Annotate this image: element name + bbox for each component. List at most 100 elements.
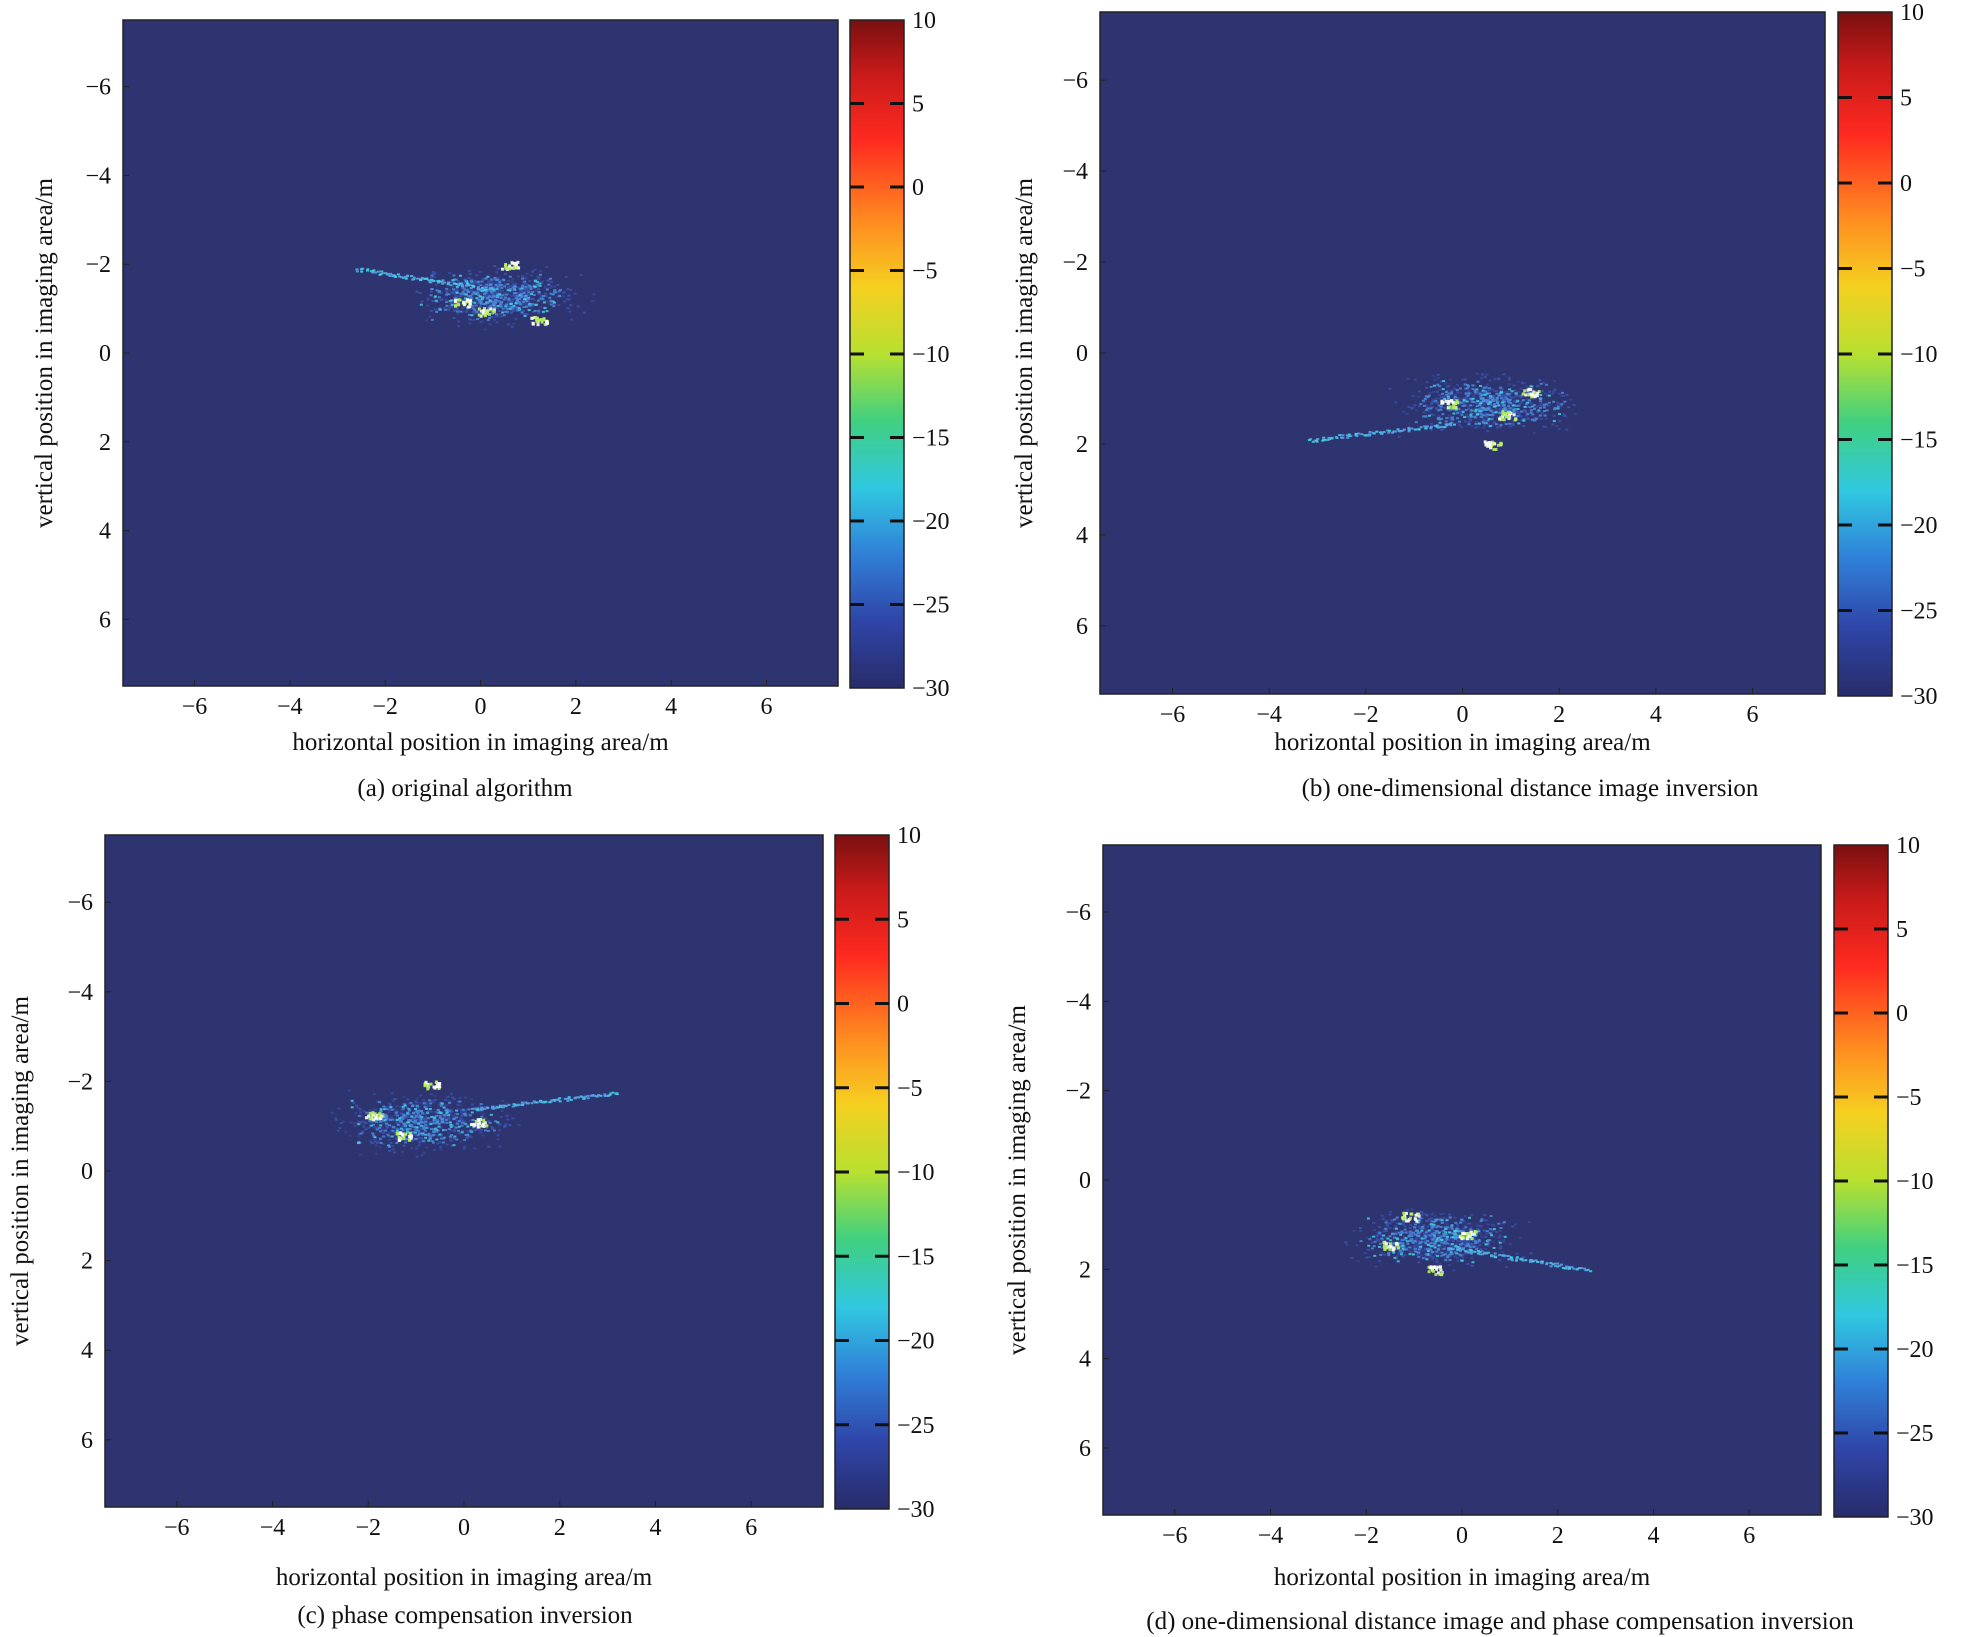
streak-pixel xyxy=(1349,435,1353,438)
scatter-pixel xyxy=(518,302,522,305)
scatter-pixel xyxy=(1520,419,1524,422)
target-signature xyxy=(1307,372,1577,452)
hotspot-pixel xyxy=(404,1132,408,1136)
streak-pixel xyxy=(466,283,470,286)
scatter-pixel xyxy=(425,1125,429,1128)
scatter-pixel xyxy=(482,294,486,297)
scatter-pixel xyxy=(510,307,514,310)
scatter-pixel xyxy=(1443,1217,1447,1220)
scatter-pixel xyxy=(1461,410,1465,413)
scatter-pixel xyxy=(361,1131,365,1134)
colorbar-tick-label: 10 xyxy=(912,8,936,34)
scatter-pixel xyxy=(479,1103,483,1106)
scatter-pixel xyxy=(1446,1256,1450,1259)
scatter-pixel xyxy=(387,1144,391,1147)
hotspot-pixel xyxy=(1438,1272,1442,1276)
streak-pixel xyxy=(1449,422,1453,425)
scatter-pixel xyxy=(1468,1246,1472,1249)
scatter-pixel xyxy=(487,1120,491,1123)
hotspot-pixel xyxy=(1455,399,1459,403)
scatter-pixel xyxy=(1469,404,1473,407)
streak-pixel xyxy=(1429,425,1433,428)
scatter-pixel xyxy=(1552,390,1556,393)
scatter-pixel xyxy=(1453,1251,1457,1254)
scatter-pixel xyxy=(1562,414,1566,417)
scatter-pixel xyxy=(1465,1241,1469,1244)
scatter-pixel xyxy=(483,304,487,307)
scatter-pixel xyxy=(1441,392,1445,395)
hotspot-pixel xyxy=(514,264,518,268)
scatter-pixel xyxy=(1538,414,1542,417)
scatter-pixel xyxy=(371,1132,375,1135)
scatter-pixel xyxy=(448,1101,452,1104)
scatter-pixel xyxy=(522,309,526,312)
scatter-pixel xyxy=(378,1139,382,1142)
scatter-pixel xyxy=(1565,393,1569,396)
scatter-pixel xyxy=(1480,392,1484,395)
scatter-pixel xyxy=(1474,1240,1478,1243)
scatter-pixel xyxy=(445,1103,449,1106)
scatter-pixel xyxy=(579,274,583,277)
scatter-pixel xyxy=(1424,395,1428,398)
scatter-pixel xyxy=(1516,380,1520,383)
scatter-pixel xyxy=(533,281,537,284)
streak-pixel xyxy=(393,274,397,277)
scatter-pixel xyxy=(445,304,449,307)
scatter-pixel xyxy=(433,1098,437,1101)
scatter-pixel xyxy=(1479,1248,1483,1251)
hotspot-pixel xyxy=(1483,440,1487,444)
scatter-pixel xyxy=(1405,1240,1409,1243)
colorbar-tick-label: −25 xyxy=(897,1413,935,1439)
hotspot-pixel xyxy=(517,266,521,270)
scatter-pixel xyxy=(1430,1220,1434,1223)
scatter-pixel xyxy=(405,1121,409,1124)
x-tick-label: −2 xyxy=(1353,1523,1379,1549)
scatter-pixel xyxy=(488,299,492,302)
scatter-pixel xyxy=(1384,1221,1388,1224)
scatter-pixel xyxy=(1536,405,1540,408)
scatter-pixel xyxy=(423,1126,427,1129)
scatter-pixel xyxy=(1510,422,1514,425)
scatter-pixel xyxy=(1350,1256,1354,1259)
scatter-pixel xyxy=(1559,405,1563,408)
scatter-pixel xyxy=(445,292,449,295)
hotspot-pixel xyxy=(1487,442,1491,446)
scatter-pixel xyxy=(504,1123,508,1126)
scatter-pixel xyxy=(356,1120,360,1123)
scatter-pixel xyxy=(1496,416,1500,419)
scatter-pixel xyxy=(421,1132,425,1135)
x-tick-label: 6 xyxy=(1743,1523,1755,1549)
scatter-pixel xyxy=(427,1139,431,1142)
scatter-pixel xyxy=(528,295,532,298)
scatter-pixel xyxy=(1380,1247,1384,1250)
scatter-pixel xyxy=(1435,1255,1439,1258)
scatter-pixel xyxy=(409,1124,413,1127)
scatter-pixel xyxy=(451,1096,455,1099)
scatter-pixel xyxy=(533,268,537,271)
scatter-pixel xyxy=(1450,1225,1454,1228)
scatter-pixel xyxy=(1509,403,1513,406)
x-axis-label: horizontal position in imaging area/m xyxy=(276,1564,653,1591)
scatter-pixel xyxy=(357,1123,361,1126)
scatter-pixel xyxy=(376,1100,380,1103)
hotspot-pixel xyxy=(512,266,516,270)
scatter-pixel xyxy=(1486,419,1490,422)
scatter-pixel xyxy=(496,304,500,307)
scatter-pixel xyxy=(493,289,497,292)
scatter-pixel xyxy=(502,303,506,306)
scatter-pixel xyxy=(413,1134,417,1137)
scatter-pixel xyxy=(438,1133,442,1136)
scatter-pixel xyxy=(1438,1237,1442,1240)
scatter-pixel xyxy=(385,1132,389,1135)
scatter-pixel xyxy=(1447,1258,1451,1261)
scatter-pixel xyxy=(423,1129,427,1132)
scatter-pixel xyxy=(1455,422,1459,425)
scatter-pixel xyxy=(1401,1243,1405,1246)
scatter-pixel xyxy=(1410,406,1414,409)
scatter-pixel xyxy=(379,1142,383,1145)
scatter-pixel xyxy=(1432,390,1436,393)
scatter-pixel xyxy=(1456,1245,1460,1248)
scatter-pixel xyxy=(1454,1238,1458,1241)
hotspot-pixel xyxy=(1382,1241,1386,1245)
scatter-pixel xyxy=(1425,381,1429,384)
